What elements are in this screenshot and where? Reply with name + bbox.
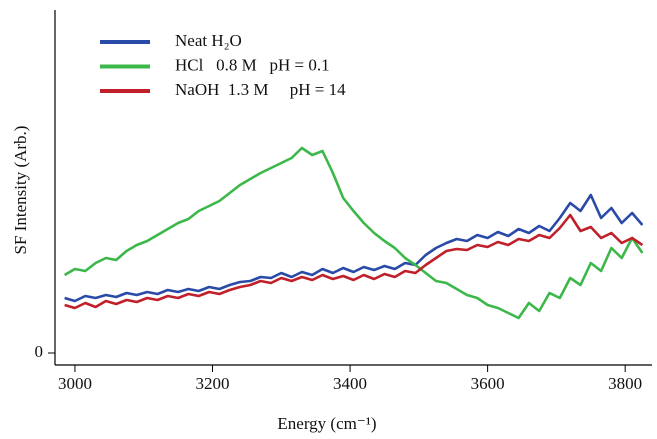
y-axis-label: SF Intensity (Arb.) — [11, 126, 30, 255]
series-line — [64, 213, 644, 310]
x-tick-label: 3600 — [471, 374, 505, 393]
x-tick-label: 3800 — [608, 374, 642, 393]
y-tick-label: 0 — [35, 342, 44, 361]
x-axis-label: Energy (cm⁻¹) — [277, 414, 376, 433]
legend-label: NaOH 1.3 M pH = 14 — [175, 80, 346, 99]
legend-label: Neat H₂O — [175, 31, 242, 50]
x-tick-label: 3200 — [196, 374, 230, 393]
x-tick-label: 3400 — [333, 374, 367, 393]
legend-label: HCl 0.8 M pH = 0.1 — [175, 55, 330, 74]
series-line — [64, 193, 644, 303]
x-tick-label: 3000 — [58, 374, 92, 393]
series-line — [63, 146, 644, 320]
